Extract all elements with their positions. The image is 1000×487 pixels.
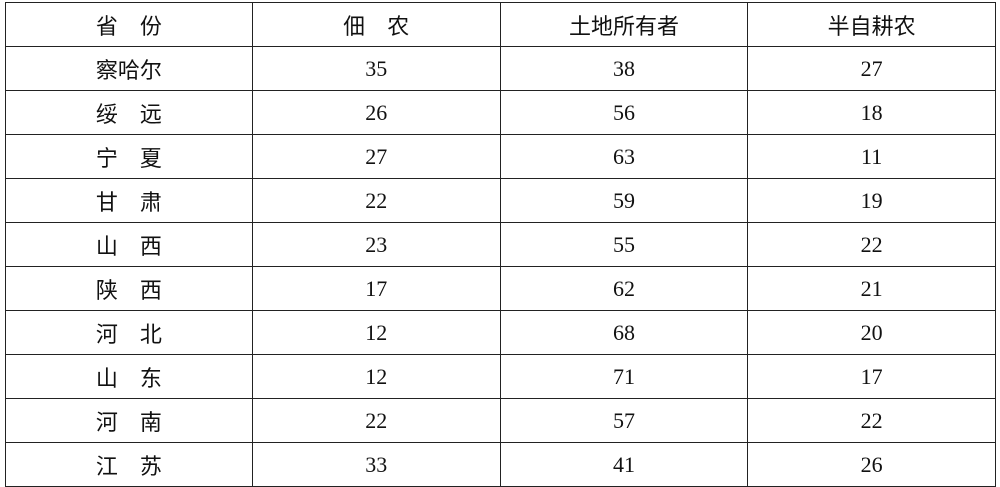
landowner-cell: 41 bbox=[499, 442, 749, 487]
landowner-cell: 56 bbox=[499, 90, 749, 135]
province-cell: 察哈尔 bbox=[5, 46, 253, 91]
province-cell: 绥 远 bbox=[5, 90, 253, 135]
header-landowner: 土地所有者 bbox=[499, 2, 749, 47]
tenant-cell: 22 bbox=[251, 178, 501, 223]
semi-owner-cell: 18 bbox=[747, 90, 996, 135]
province-cell: 河 南 bbox=[5, 398, 253, 443]
landowner-cell: 59 bbox=[499, 178, 749, 223]
tenant-cell: 17 bbox=[251, 266, 501, 311]
province-cell: 甘 肃 bbox=[5, 178, 253, 223]
header-tenant: 佃 农 bbox=[251, 2, 501, 47]
tenant-cell: 26 bbox=[251, 90, 501, 135]
semi-owner-cell: 19 bbox=[747, 178, 996, 223]
table-row: 河 南 22 57 22 bbox=[5, 398, 996, 443]
table-row: 河 北 12 68 20 bbox=[5, 310, 996, 355]
table-row: 山 东 12 71 17 bbox=[5, 354, 996, 399]
province-cell: 陕 西 bbox=[5, 266, 253, 311]
header-province: 省 份 bbox=[5, 2, 253, 47]
landowner-cell: 55 bbox=[499, 222, 749, 267]
table-row: 宁 夏 27 63 11 bbox=[5, 134, 996, 179]
province-cell: 山 东 bbox=[5, 354, 253, 399]
province-cell: 江 苏 bbox=[5, 442, 253, 487]
table-row: 江 苏 33 41 26 bbox=[5, 442, 996, 487]
landowner-cell: 57 bbox=[499, 398, 749, 443]
header-row: 省 份 佃 农 土地所有者 半自耕农 bbox=[5, 2, 996, 47]
tenant-cell: 23 bbox=[251, 222, 501, 267]
tenant-cell: 12 bbox=[251, 354, 501, 399]
table-row: 察哈尔 35 38 27 bbox=[5, 46, 996, 91]
table-row: 山 西 23 55 22 bbox=[5, 222, 996, 267]
semi-owner-cell: 22 bbox=[747, 222, 996, 267]
tenant-cell: 22 bbox=[251, 398, 501, 443]
semi-owner-cell: 21 bbox=[747, 266, 996, 311]
semi-owner-cell: 22 bbox=[747, 398, 996, 443]
province-cell: 河 北 bbox=[5, 310, 253, 355]
landowner-cell: 63 bbox=[499, 134, 749, 179]
landowner-cell: 62 bbox=[499, 266, 749, 311]
semi-owner-cell: 17 bbox=[747, 354, 996, 399]
semi-owner-cell: 20 bbox=[747, 310, 996, 355]
data-table: 省 份 佃 农 土地所有者 半自耕农 察哈尔 35 38 27 绥 远 26 56 18 宁 夏… bbox=[5, 2, 996, 487]
landowner-cell: 38 bbox=[499, 46, 749, 91]
tenant-cell: 12 bbox=[251, 310, 501, 355]
semi-owner-cell: 27 bbox=[747, 46, 996, 91]
province-cell: 山 西 bbox=[5, 222, 253, 267]
landowner-cell: 71 bbox=[499, 354, 749, 399]
header-semi-owner: 半自耕农 bbox=[747, 2, 996, 47]
table-row: 绥 远 26 56 18 bbox=[5, 90, 996, 135]
semi-owner-cell: 26 bbox=[747, 442, 996, 487]
semi-owner-cell: 11 bbox=[747, 134, 996, 179]
table-row: 甘 肃 22 59 19 bbox=[5, 178, 996, 223]
tenant-cell: 27 bbox=[251, 134, 501, 179]
table-row: 陕 西 17 62 21 bbox=[5, 266, 996, 311]
tenant-cell: 35 bbox=[251, 46, 501, 91]
landowner-cell: 68 bbox=[499, 310, 749, 355]
province-cell: 宁 夏 bbox=[5, 134, 253, 179]
tenant-cell: 33 bbox=[251, 442, 501, 487]
